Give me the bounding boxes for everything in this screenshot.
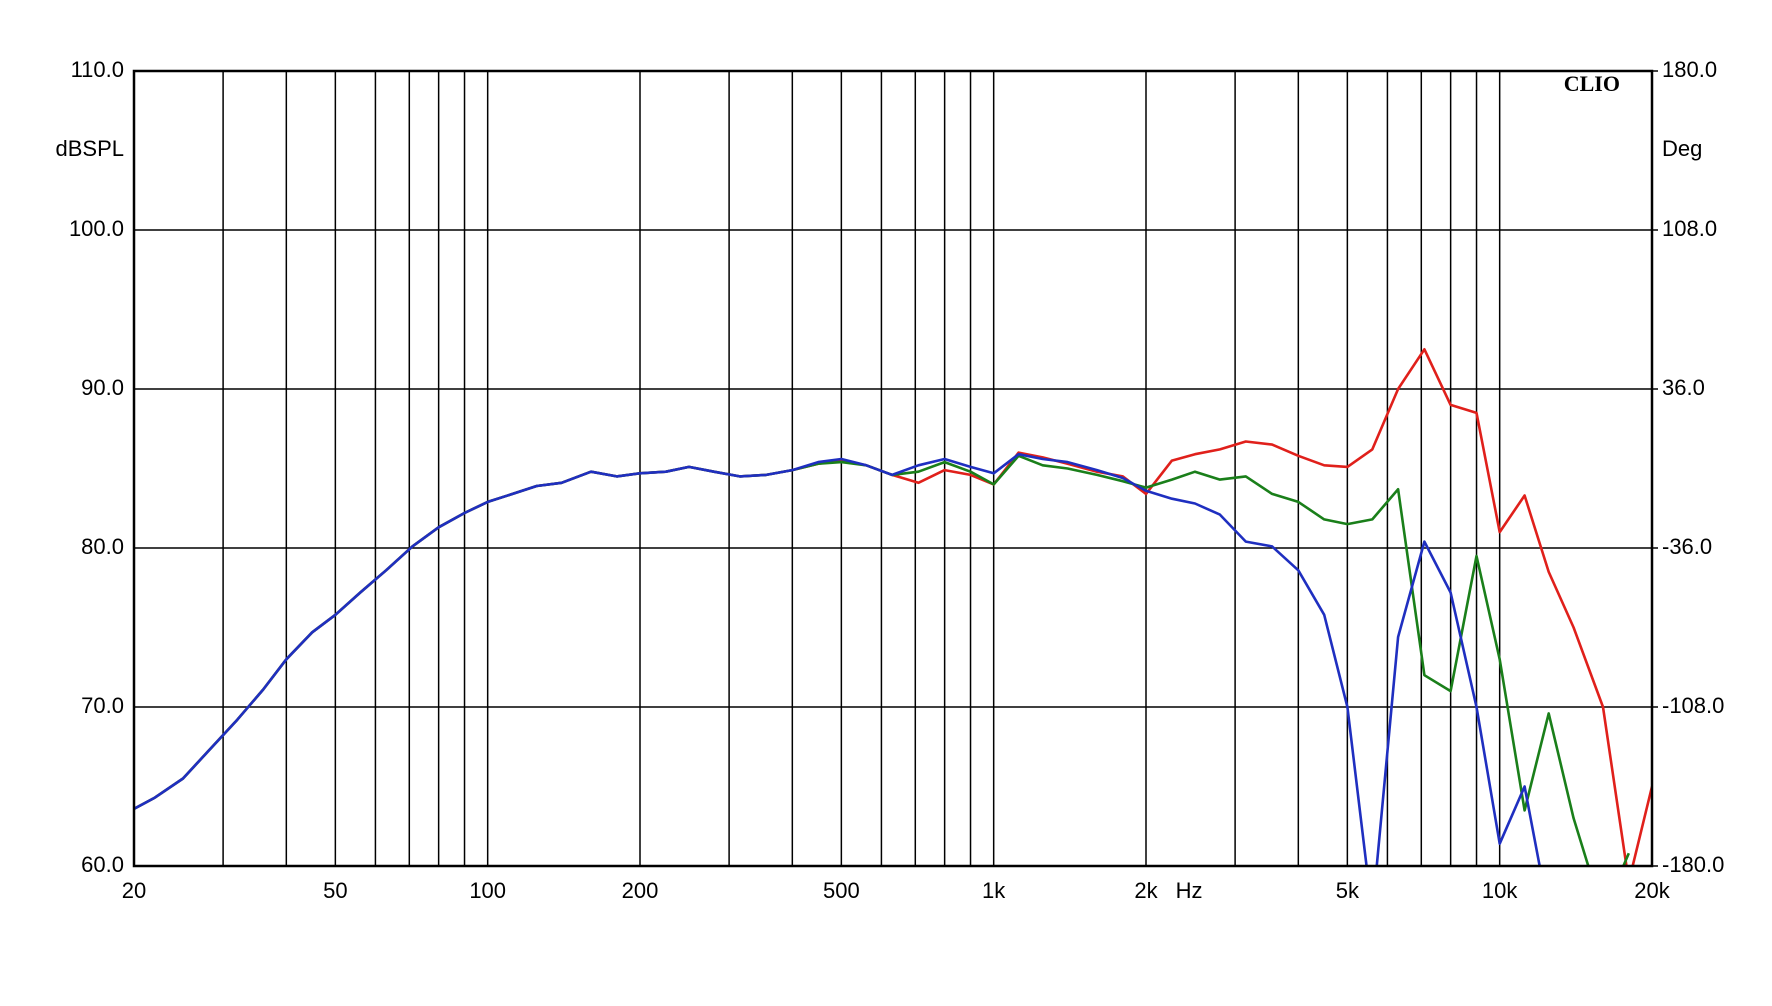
y-tick-label: 80.0 — [81, 534, 124, 559]
x-tick-label: 2k — [1134, 878, 1158, 903]
y2-axis-label: Deg — [1662, 136, 1702, 161]
x-tick-label: 1k — [982, 878, 1006, 903]
series-line — [134, 452, 1541, 866]
x-tick-label: 50 — [323, 878, 347, 903]
labels: 60.0 70.0 80.0 90.0 100.0 110.0 -180.0 -108.0 -3… — [69, 57, 1724, 903]
y-tick-label: 110.0 — [71, 57, 124, 82]
x-tick-label: 20k — [1634, 878, 1670, 903]
y-tick-label: 100.0 — [69, 216, 124, 241]
x-axis-label: Hz — [1176, 878, 1203, 903]
y2-tick-label: -36.0 — [1662, 534, 1712, 559]
y2-tick-label: 108.0 — [1662, 216, 1717, 241]
x-tick-label: 100 — [469, 878, 506, 903]
y-tick-label: 60.0 — [81, 852, 124, 877]
y2-tick-label: 36.0 — [1662, 375, 1705, 400]
x-tick-label: 500 — [823, 878, 860, 903]
y2-tick-label: 180.0 — [1662, 57, 1717, 82]
y-tick-label: 90.0 — [81, 375, 124, 400]
x-tick-label: 5k — [1336, 878, 1360, 903]
y-axis-label: dBSPL — [56, 136, 125, 161]
x-tick-label: 20 — [122, 878, 146, 903]
watermark: CLIO — [1564, 71, 1620, 96]
y2-tick-label: -108.0 — [1662, 693, 1724, 718]
y-tick-label: 70.0 — [81, 693, 124, 718]
plot-lines — [134, 348, 1652, 866]
x-tick-label: 200 — [622, 878, 659, 903]
y2-tick-label: -180.0 — [1662, 852, 1724, 877]
x-tick-label: 10k — [1482, 878, 1518, 903]
plot-frame — [132, 69, 1654, 868]
